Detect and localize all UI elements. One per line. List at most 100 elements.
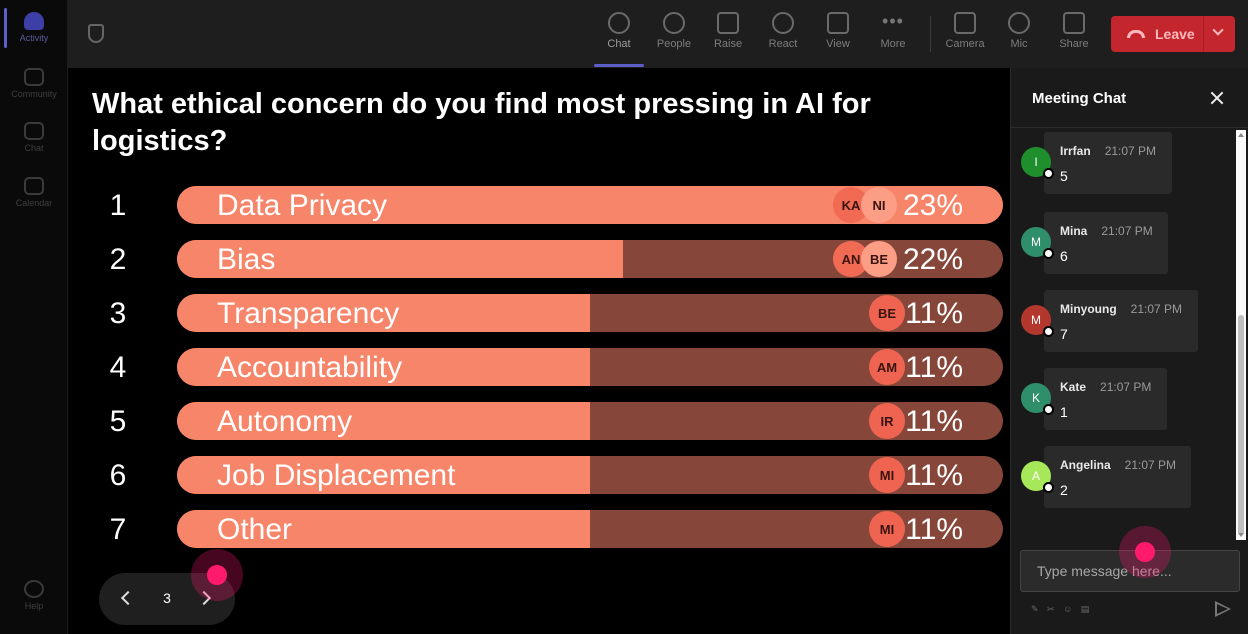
help-icon	[24, 580, 44, 598]
meeting-toolbar: Chat People Raise React View ••• More Ca…	[68, 0, 1248, 68]
voter-avatar: MI	[869, 511, 905, 547]
toolbar-camera-button[interactable]: Camera	[940, 10, 990, 62]
presence-status-icon	[1043, 326, 1054, 337]
people-icon	[663, 12, 685, 34]
community-icon	[24, 68, 44, 86]
app-rail: Activity Community Chat Calendar Help	[0, 0, 68, 634]
presence-status-icon	[1043, 404, 1054, 415]
scroll-up-icon[interactable]	[1238, 133, 1244, 137]
option-bar: Transparency BE 11%	[177, 294, 1003, 332]
scrollbar-thumb[interactable]	[1238, 315, 1244, 535]
toolbar-label: More	[880, 38, 906, 50]
chat-scrollbar[interactable]	[1236, 130, 1246, 540]
leave-label: Leave	[1155, 26, 1195, 42]
sender-name: Mina	[1060, 224, 1088, 238]
poll-option: 1 Data Privacy KA NI 23%	[68, 186, 1010, 224]
option-percentage: 11%	[905, 297, 963, 330]
message-bubble: Minyoung 21:07 PM 7	[1044, 290, 1198, 352]
format-toolbar-icons[interactable]: ✎ ✂ ☺ ▤	[1031, 604, 1093, 614]
scroll-down-icon[interactable]	[1238, 533, 1244, 537]
toolbar-label: Chat	[607, 38, 631, 50]
toolbar-label: React	[768, 38, 798, 50]
rail-item-label: Chat	[24, 143, 44, 153]
rail-active-indicator	[4, 8, 7, 48]
toolbar-chat-button[interactable]: Chat	[594, 10, 644, 67]
chat-message-input[interactable]	[1020, 550, 1240, 592]
message-bubble: Angelina 21:07 PM 2	[1044, 446, 1191, 508]
toolbar-view-button[interactable]: View	[813, 10, 863, 62]
option-percentage: 11%	[905, 405, 963, 438]
chat-message[interactable]: Mina 21:07 PM 6 M	[1011, 212, 1248, 282]
send-icon[interactable]	[1215, 601, 1231, 617]
voter-avatar: IR	[869, 403, 905, 439]
raise-hand-icon	[717, 12, 739, 34]
sender-name: Kate	[1060, 380, 1087, 394]
rail-item-community[interactable]: Community	[0, 68, 68, 99]
toolbar-share-button[interactable]: Share	[1049, 10, 1099, 62]
view-grid-icon	[827, 12, 849, 34]
voter-avatar: MI	[869, 457, 905, 493]
rail-item-help[interactable]: Help	[0, 580, 68, 611]
chat-icon	[608, 12, 630, 34]
poll-option: 6 Job Displacement MI 11%	[68, 456, 1010, 494]
rail-item-activity[interactable]: Activity	[0, 12, 68, 43]
chat-message[interactable]: Angelina 21:07 PM 2 A	[1011, 446, 1248, 516]
camera-off-icon	[954, 12, 976, 34]
presence-status-icon	[1043, 482, 1054, 493]
poll-option: 4 Accountability AM 11%	[68, 348, 1010, 386]
option-bar-fill	[177, 294, 590, 332]
presence-status-icon	[1043, 248, 1054, 259]
toolbar-more-button[interactable]: ••• More	[868, 10, 918, 62]
chat-message-list[interactable]: Irrfan 21:07 PM 5 I Mina 21:07 PM 6 M Minyoung 21…	[1011, 128, 1248, 543]
rail-item-label: Calendar	[15, 198, 53, 208]
option-bar-fill	[177, 402, 590, 440]
chevron-down-icon[interactable]	[1212, 24, 1224, 36]
sender-name: Minyoung	[1060, 302, 1117, 316]
poll-option: 3 Transparency BE 11%	[68, 294, 1010, 332]
option-percentage: 23%	[902, 189, 963, 222]
message-text: 5	[1060, 168, 1068, 184]
rail-item-label: Activity	[19, 33, 49, 43]
option-bar: Data Privacy KA NI 23%	[177, 186, 1003, 224]
voter-avatar: BE	[861, 241, 897, 277]
toolbar-raise-button[interactable]: Raise	[703, 10, 753, 62]
option-label: Autonomy	[217, 405, 353, 438]
close-icon[interactable]	[1209, 90, 1225, 106]
option-label: Accountability	[217, 351, 403, 384]
message-bubble: Mina 21:07 PM 6	[1044, 212, 1168, 274]
chat-message[interactable]: Kate 21:07 PM 1 K	[1011, 368, 1248, 438]
toolbar-label: People	[656, 38, 692, 50]
toolbar-people-button[interactable]: People	[649, 10, 699, 62]
message-time: 21:07 PM	[1101, 224, 1153, 238]
option-label: Transparency	[217, 297, 400, 330]
toolbar-mic-button[interactable]: Mic	[994, 10, 1044, 62]
toolbar-react-button[interactable]: React	[758, 10, 808, 62]
chat-title: Meeting Chat	[1032, 90, 1127, 107]
toolbar-label: View	[826, 38, 850, 50]
toolbar-label: Share	[1059, 38, 1089, 50]
option-percentage: 11%	[905, 351, 963, 384]
shield-icon	[88, 24, 104, 43]
option-bar-fill	[177, 240, 623, 278]
mic-icon	[1008, 12, 1030, 34]
chat-message[interactable]: Irrfan 21:07 PM 5 I	[1011, 132, 1248, 202]
rail-item-chat[interactable]: Chat	[0, 122, 68, 153]
chat-message[interactable]: Minyoung 21:07 PM 7 M	[1011, 290, 1248, 360]
message-text: 2	[1060, 482, 1068, 498]
message-text: 1	[1060, 404, 1068, 420]
leave-button[interactable]: Leave	[1111, 16, 1235, 52]
voter-avatar: BE	[869, 295, 905, 331]
option-bar: Job Displacement MI 11%	[177, 456, 1003, 494]
phone-hangup-icon	[1127, 30, 1145, 38]
option-bar: Autonomy IR 11%	[177, 402, 1003, 440]
poll-option: 7 Other MI 11%	[68, 510, 1010, 548]
chat-header: Meeting Chat	[1011, 68, 1248, 128]
option-number: 5	[109, 405, 127, 438]
poll-question: What ethical concern do you find most pr…	[92, 88, 871, 157]
rail-item-calendar[interactable]: Calendar	[0, 177, 68, 208]
message-text: 6	[1060, 248, 1068, 264]
option-label: Job Displacement	[217, 459, 456, 492]
toolbar-label: Mic	[1010, 38, 1028, 50]
chevron-left-icon[interactable]	[120, 590, 136, 606]
react-icon	[772, 12, 794, 34]
